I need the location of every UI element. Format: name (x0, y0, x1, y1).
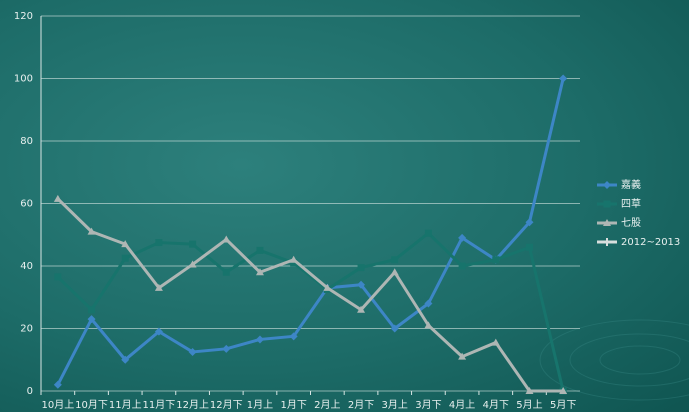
y-tick-label: 40 (20, 261, 33, 272)
y-tick-label: 60 (20, 199, 33, 210)
x-tick-label: 12月上 (176, 399, 209, 411)
legend-label: 2012~2013 (621, 237, 680, 248)
point (155, 239, 163, 247)
series-line (56, 78, 565, 386)
point (323, 283, 332, 291)
legend-item: 四草 (597, 198, 641, 210)
point (525, 218, 534, 227)
x-tick-label: 5月下 (550, 399, 576, 411)
point (424, 321, 433, 329)
point (53, 380, 62, 389)
point (603, 219, 611, 226)
point (559, 387, 568, 394)
point (54, 273, 62, 281)
point (188, 347, 197, 356)
legend-item: 嘉義 (597, 178, 641, 191)
point (255, 268, 264, 276)
point (121, 240, 130, 248)
point (491, 338, 500, 346)
point (559, 74, 568, 83)
x-tick-label: 10月下 (75, 399, 108, 411)
legend-item: 七股 (597, 217, 641, 229)
x-tick-label: 10月上 (41, 399, 74, 411)
point (525, 243, 533, 251)
point (255, 335, 264, 344)
y-tick-label: 120 (14, 11, 33, 22)
y-tick-label: 100 (14, 74, 33, 85)
point (256, 246, 264, 254)
legend-item: 2012~2013 (597, 237, 680, 248)
point (289, 332, 298, 341)
point (458, 233, 467, 242)
point (390, 324, 399, 333)
x-tick-label: 4月下 (483, 399, 509, 411)
point (222, 344, 231, 353)
legend-label: 四草 (621, 198, 641, 210)
y-tick-label: 0 (27, 386, 33, 397)
x-tick-label: 5月上 (516, 399, 542, 411)
point (189, 240, 197, 248)
point (88, 306, 96, 314)
x-tick-label: 3月上 (382, 399, 408, 411)
point (290, 259, 298, 267)
x-tick-label: 1月下 (280, 399, 306, 411)
point (357, 305, 366, 313)
x-tick-label: 1月上 (247, 399, 273, 411)
point (121, 254, 129, 262)
decoration (539, 319, 689, 401)
series-line (56, 231, 565, 392)
point (222, 268, 230, 276)
point (357, 280, 366, 289)
point (357, 264, 365, 272)
point (603, 200, 611, 208)
x-tick-label: 4月上 (449, 399, 475, 411)
series-line (56, 197, 564, 393)
point (53, 194, 62, 202)
legend-label: 嘉義 (621, 178, 641, 191)
point (492, 256, 500, 264)
point (121, 355, 130, 364)
point (458, 352, 467, 360)
x-tick-label: 2月上 (314, 399, 340, 411)
x-tick-label: 12月下 (210, 399, 243, 411)
legend-label: 七股 (621, 217, 641, 229)
point (603, 181, 611, 189)
point (87, 227, 96, 235)
point (154, 283, 163, 291)
x-tick-label: 11月上 (109, 399, 142, 411)
y-tick-label: 20 (20, 324, 33, 335)
point (188, 260, 197, 268)
x-tick-label: 3月下 (415, 399, 441, 411)
x-tick-label: 2月下 (348, 399, 374, 411)
point (424, 229, 432, 237)
point (390, 268, 399, 276)
y-tick-label: 80 (20, 136, 33, 147)
point (154, 327, 163, 336)
point (603, 238, 611, 246)
point (289, 255, 298, 263)
point (222, 235, 231, 243)
point (458, 262, 466, 270)
point (391, 256, 399, 264)
point (424, 299, 433, 308)
point (525, 387, 534, 394)
x-tick-label: 11月下 (143, 399, 176, 411)
point (87, 315, 96, 324)
